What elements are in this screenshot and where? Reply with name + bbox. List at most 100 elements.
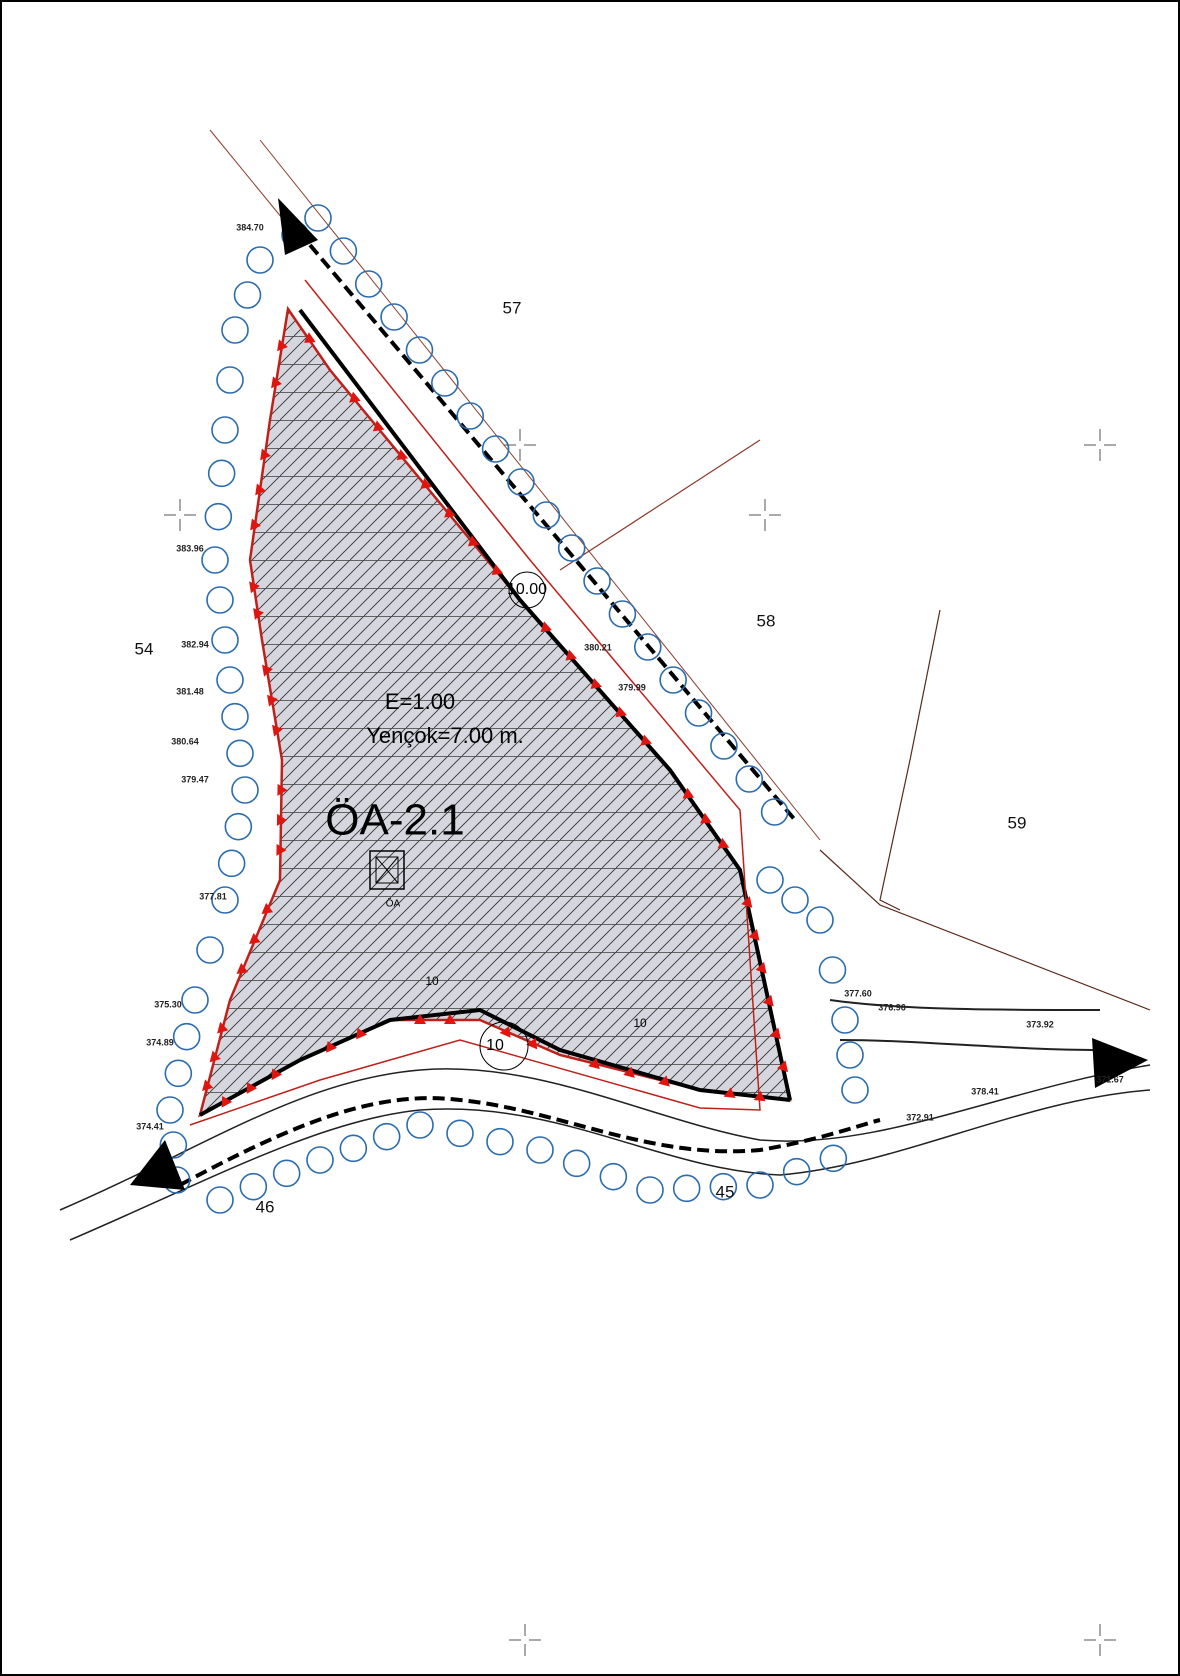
setback-markers <box>202 332 789 1108</box>
setback-marker <box>588 1057 600 1070</box>
setback-marker <box>444 1014 456 1024</box>
setback-marker <box>202 1079 214 1092</box>
tree-symbol <box>684 699 713 727</box>
elevation-label: 373.92 <box>1026 1019 1054 1029</box>
tree-symbol <box>405 336 434 364</box>
tree-symbol <box>806 906 834 934</box>
tree-symbol <box>599 1162 628 1191</box>
tree-symbol <box>181 986 209 1014</box>
setback-marker <box>396 449 409 461</box>
tree-symbol <box>239 1172 268 1201</box>
parcel-number: 45 <box>716 1182 735 1201</box>
tree-symbol <box>304 204 332 232</box>
tree-symbol <box>831 1006 859 1034</box>
tree-symbol <box>339 1134 368 1163</box>
tree-symbol <box>156 1096 184 1124</box>
elevation-label: 379.47 <box>181 774 209 784</box>
tree-symbol <box>406 1111 434 1139</box>
crosshair <box>164 499 196 531</box>
tree-symbol <box>659 666 687 694</box>
setback-marker <box>414 1014 426 1024</box>
symbol-box <box>369 850 405 890</box>
crosshair <box>749 499 781 531</box>
setback-marker <box>271 1068 283 1081</box>
tree-symbol <box>456 402 485 430</box>
tree-symbol <box>760 798 789 826</box>
section-arrow <box>130 1140 185 1190</box>
setback-marker <box>658 1075 670 1087</box>
elevation-label: 378.41 <box>971 1086 999 1096</box>
setback-marker <box>267 694 278 707</box>
tree-symbol <box>216 666 244 694</box>
tree-symbol <box>431 369 459 397</box>
contour-label: 10 <box>425 974 439 988</box>
symbol-box <box>375 856 399 884</box>
tree-symbol <box>226 739 254 768</box>
setback-marker <box>246 1082 258 1094</box>
elevation-label: 376.96 <box>878 1002 906 1012</box>
height-label: Yençok=7.00 m. <box>366 723 524 748</box>
tree-symbol <box>782 1157 811 1186</box>
tree-symbol <box>819 1144 848 1173</box>
setback-marker <box>255 483 266 496</box>
setback-marker <box>682 787 695 799</box>
setback-marker <box>276 813 287 826</box>
setback-marker <box>262 664 273 677</box>
setback-marker <box>271 376 282 389</box>
setback-marker <box>276 843 287 856</box>
elevation-label: 375.30 <box>154 999 182 1009</box>
elevation-label: 380.64 <box>171 736 199 746</box>
tree-symbol <box>446 1119 474 1148</box>
contour-label: 10 <box>486 1037 504 1054</box>
setback-marker <box>272 724 283 737</box>
setback-marker <box>250 518 261 531</box>
tree-symbol <box>207 459 236 488</box>
section-arrow <box>1092 1038 1148 1088</box>
setback-marker <box>260 448 271 461</box>
setback-marker <box>615 706 627 718</box>
setback-marker <box>261 902 274 914</box>
elevation-label: 377.81 <box>199 891 227 901</box>
setback-marker <box>741 896 753 908</box>
setback-marker <box>623 1066 635 1078</box>
parcel-number: 46 <box>256 1197 275 1216</box>
tree-symbol <box>233 281 262 309</box>
tree-symbol <box>836 1041 864 1069</box>
tree-symbol <box>781 886 809 914</box>
setback-marker <box>277 339 288 352</box>
tree-symbol <box>206 586 234 614</box>
setback-marker <box>526 1037 538 1050</box>
tree-symbol <box>201 546 229 574</box>
setback-marker <box>217 1021 229 1034</box>
tree-symbol <box>217 849 246 878</box>
tree-symbol <box>206 1186 234 1214</box>
coefficient-label: E=1.00 <box>385 689 455 714</box>
elevation-label: 381.48 <box>176 686 204 696</box>
parcel-number: 57 <box>503 298 522 317</box>
tree-symbol <box>507 468 535 496</box>
tree-symbol <box>231 776 259 804</box>
parcel-number: 58 <box>757 611 776 630</box>
symbol-label: ÖA <box>386 898 401 910</box>
parcel-number: 54 <box>135 639 154 658</box>
elevation-label: 374.89 <box>146 1037 174 1047</box>
setback-marker <box>762 994 774 1007</box>
setback-marker <box>349 391 361 403</box>
tree-symbol <box>557 534 586 562</box>
setback-marker <box>723 1087 736 1098</box>
setback-marker <box>372 420 385 432</box>
tree-symbol <box>562 1149 591 1178</box>
plan-id: ÖA-2.1 <box>325 796 464 845</box>
tree-symbol <box>380 303 408 331</box>
setback-marker <box>248 932 261 944</box>
tree-symbol <box>709 1172 738 1201</box>
setback-marker <box>753 1090 766 1102</box>
crosshair <box>509 1624 541 1656</box>
setback-marker <box>420 477 432 489</box>
tree-symbol <box>211 416 239 444</box>
setback-marker <box>748 929 760 941</box>
tree-symbol <box>672 1174 701 1203</box>
setback-marker <box>717 837 730 849</box>
tree-symbol <box>372 1122 401 1151</box>
